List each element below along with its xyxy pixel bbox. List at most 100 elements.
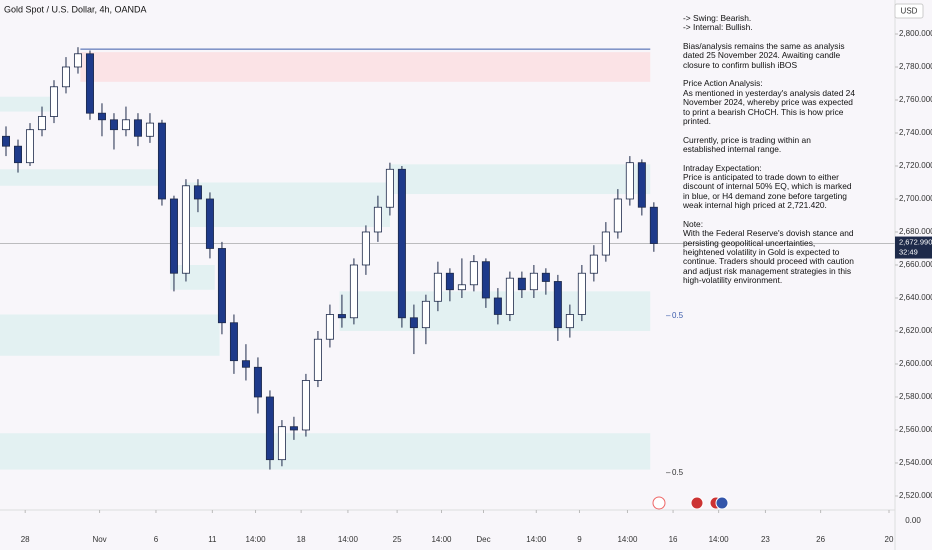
candle-body bbox=[457, 284, 466, 291]
candle-body bbox=[481, 261, 490, 299]
fib-label: 0.5 bbox=[672, 311, 684, 320]
note-line: dated 25 November 2024. Awaiting candle bbox=[683, 50, 841, 61]
candle-body bbox=[421, 300, 430, 329]
x-tick-label: 14:00 bbox=[246, 535, 267, 544]
candle-body bbox=[13, 145, 22, 164]
y-tick-label: 2,600.000 bbox=[899, 359, 932, 368]
y-tick-label: 2,540.000 bbox=[899, 458, 932, 467]
x-tick-label: 6 bbox=[154, 535, 159, 544]
candle-body bbox=[373, 206, 382, 233]
zone bbox=[80, 52, 651, 82]
candle-body bbox=[217, 248, 226, 324]
currency[interactable]: USD bbox=[901, 7, 918, 16]
note-line: weak internal high priced at 2,721.420. bbox=[683, 200, 827, 211]
candle-body bbox=[133, 119, 142, 137]
candle-body bbox=[577, 272, 586, 315]
secondary-scale-label: 0.00 bbox=[905, 516, 921, 525]
x-tick-label: 14:00 bbox=[338, 535, 359, 544]
candle-body bbox=[25, 129, 34, 164]
x-tick-label: 9 bbox=[577, 535, 582, 544]
candle-body bbox=[61, 66, 70, 88]
zone bbox=[184, 182, 390, 228]
x-tick-label: 11 bbox=[208, 535, 217, 544]
y-tick-label: 2,660.000 bbox=[899, 260, 932, 269]
candle-body bbox=[637, 162, 646, 208]
note-line: As mentioned in yesterday's analysis dat… bbox=[683, 87, 855, 98]
last-price-tag bbox=[895, 236, 932, 259]
note-line: Intraday Expectation: bbox=[683, 162, 762, 173]
candle-body bbox=[241, 360, 250, 368]
note-line: in blue, or H4 demand zone before target… bbox=[683, 190, 847, 201]
y-tick-label: 2,700.000 bbox=[899, 194, 932, 203]
y-tick-label: 2,800.000 bbox=[899, 29, 932, 38]
candle-body bbox=[49, 86, 58, 117]
candle-body bbox=[229, 322, 238, 362]
candle-body bbox=[565, 314, 574, 329]
candle-body bbox=[589, 254, 598, 274]
candle-body bbox=[1, 135, 10, 147]
flag-icon[interactable] bbox=[715, 496, 729, 510]
candle-body bbox=[505, 277, 514, 315]
x-tick-label: 28 bbox=[21, 535, 30, 544]
candle-body bbox=[553, 281, 562, 329]
candle-body bbox=[157, 122, 166, 200]
note-line: closure to confirm bullish iBOS bbox=[683, 59, 798, 70]
candle-body bbox=[349, 264, 358, 319]
note-line: November 2024, whereby price was expecte… bbox=[683, 97, 853, 108]
candle-body bbox=[493, 297, 502, 315]
note-line: established internal range. bbox=[683, 144, 782, 155]
candle-body bbox=[397, 168, 406, 319]
fib-label: – bbox=[666, 468, 671, 477]
candle-body bbox=[601, 231, 610, 256]
candle-body bbox=[385, 168, 394, 208]
note-line: and adjust risk management strategies in… bbox=[683, 265, 852, 276]
countdown: 32:49 bbox=[899, 248, 918, 257]
y-tick-label: 2,640.000 bbox=[899, 293, 932, 302]
y-tick-label: 2,620.000 bbox=[899, 326, 932, 335]
event-icon[interactable] bbox=[652, 496, 666, 510]
note-line: high-volatility environment. bbox=[683, 275, 783, 286]
note-line: discount of internal 50% EQ, which is ma… bbox=[683, 181, 852, 192]
flag-icon[interactable] bbox=[690, 496, 704, 510]
candle-body bbox=[109, 119, 118, 131]
candle-body bbox=[181, 185, 190, 274]
candle-body bbox=[73, 53, 82, 68]
candle-body bbox=[469, 261, 478, 286]
zone bbox=[0, 169, 160, 186]
note-line: continue. Traders should proceed with ca… bbox=[683, 256, 854, 267]
y-tick-label: 2,780.000 bbox=[899, 62, 932, 71]
candle-body bbox=[37, 116, 46, 131]
y-tick-label: 2,560.000 bbox=[899, 425, 932, 434]
candle-body bbox=[277, 426, 286, 461]
y-tick-label: 2,520.000 bbox=[899, 491, 932, 500]
note-paragraph: Bias/analysis remains the same as analys… bbox=[683, 41, 883, 70]
x-tick-label: 26 bbox=[816, 535, 825, 544]
candle-body bbox=[301, 380, 310, 431]
candle-body bbox=[409, 317, 418, 329]
candle-body bbox=[433, 272, 442, 302]
y-tick-label: 2,740.000 bbox=[899, 128, 932, 137]
candle-body bbox=[361, 231, 370, 266]
note-line: Note: bbox=[683, 218, 704, 229]
currency-button[interactable] bbox=[894, 3, 924, 19]
candle-body bbox=[169, 198, 178, 274]
note-line: -> Internal: Bullish. bbox=[683, 22, 753, 33]
x-tick-label: Nov bbox=[92, 535, 106, 544]
note-line: to print a bearish CHoCH. This is how pr… bbox=[683, 106, 844, 117]
candle-body bbox=[445, 272, 454, 291]
note-line: printed. bbox=[683, 116, 711, 127]
candle-body bbox=[541, 272, 550, 282]
x-tick-label: 25 bbox=[393, 535, 402, 544]
x-tick-label: 14:00 bbox=[526, 535, 547, 544]
note-line: heightened volatility in Gold is expecte… bbox=[683, 247, 840, 258]
candle-body bbox=[337, 314, 346, 319]
y-tick-label: 2,580.000 bbox=[899, 392, 932, 401]
zone bbox=[389, 164, 651, 195]
note-line: Price Action Analysis: bbox=[683, 78, 763, 89]
x-tick-label: 20 bbox=[885, 535, 894, 544]
chart-title: Gold Spot / U.S. Dollar, 4h, OANDA bbox=[4, 4, 147, 14]
candle-body bbox=[613, 198, 622, 233]
candle-body bbox=[193, 185, 202, 200]
